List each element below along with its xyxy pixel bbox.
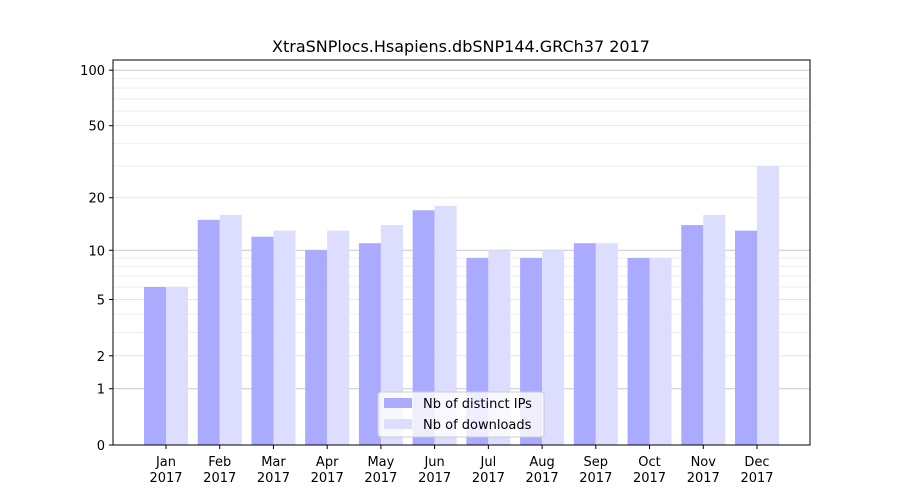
bar-distinct-ips: [305, 250, 328, 445]
legend: Nb of distinct IPs Nb of downloads: [377, 391, 545, 438]
bar-distinct-ips: [573, 243, 596, 445]
x-tick-label: Apr 2017: [311, 455, 344, 486]
bar-downloads: [219, 214, 242, 445]
x-tick-label: Aug 2017: [526, 455, 559, 486]
legend-swatch: [384, 419, 412, 429]
x-tick-label: Nov 2017: [687, 455, 720, 486]
bar-downloads: [380, 225, 403, 445]
x-tick-label: Jul 2017: [472, 455, 505, 486]
bar-downloads: [273, 230, 296, 445]
bar-distinct-ips: [681, 225, 704, 445]
y-tick-label: 100: [80, 64, 105, 79]
x-tick-label: Dec 2017: [740, 455, 773, 486]
y-tick-label: 0: [97, 439, 105, 454]
bar-downloads: [703, 214, 726, 445]
bar-distinct-ips: [627, 258, 650, 445]
bar-distinct-ips: [412, 210, 435, 445]
x-tick-label: May 2017: [364, 455, 397, 486]
bar-downloads: [757, 166, 779, 445]
plot-frame: [112, 59, 811, 446]
bar-distinct-ips: [197, 219, 220, 445]
x-tick-label: Feb 2017: [203, 455, 236, 486]
legend-box: [377, 391, 545, 438]
bar-distinct-ips: [144, 286, 166, 445]
legend-label: Nb of distinct IPs: [423, 397, 532, 412]
x-tick-label: Jun 2017: [418, 455, 451, 486]
legend-swatch: [384, 398, 412, 408]
bar-downloads: [595, 243, 618, 445]
y-tick-label: 10: [88, 244, 105, 259]
y-tick-label: 2: [97, 350, 105, 365]
x-tick-label: Sep 2017: [579, 455, 612, 486]
x-tick-label: Mar 2017: [257, 455, 290, 486]
legend-label: Nb of downloads: [423, 418, 532, 433]
y-tick-label: 50: [88, 120, 105, 135]
y-tick-label: 1: [97, 383, 105, 398]
y-tick-label: 20: [88, 192, 105, 207]
bar-downloads: [542, 250, 565, 445]
bar-downloads: [327, 230, 350, 445]
x-tick-label: Oct 2017: [633, 455, 666, 486]
bar-distinct-ips: [358, 243, 381, 445]
y-tick-label: 5: [97, 293, 105, 308]
x-tick-label: Jan 2017: [149, 455, 182, 486]
bar-downloads: [166, 286, 188, 445]
chart-title: XtraSNPlocs.Hsapiens.dbSNP144.GRCh37 201…: [272, 37, 650, 56]
bar-distinct-ips: [251, 236, 274, 445]
bar-downloads: [434, 205, 457, 445]
bar-downloads: [649, 258, 672, 445]
bar-distinct-ips: [735, 230, 757, 445]
